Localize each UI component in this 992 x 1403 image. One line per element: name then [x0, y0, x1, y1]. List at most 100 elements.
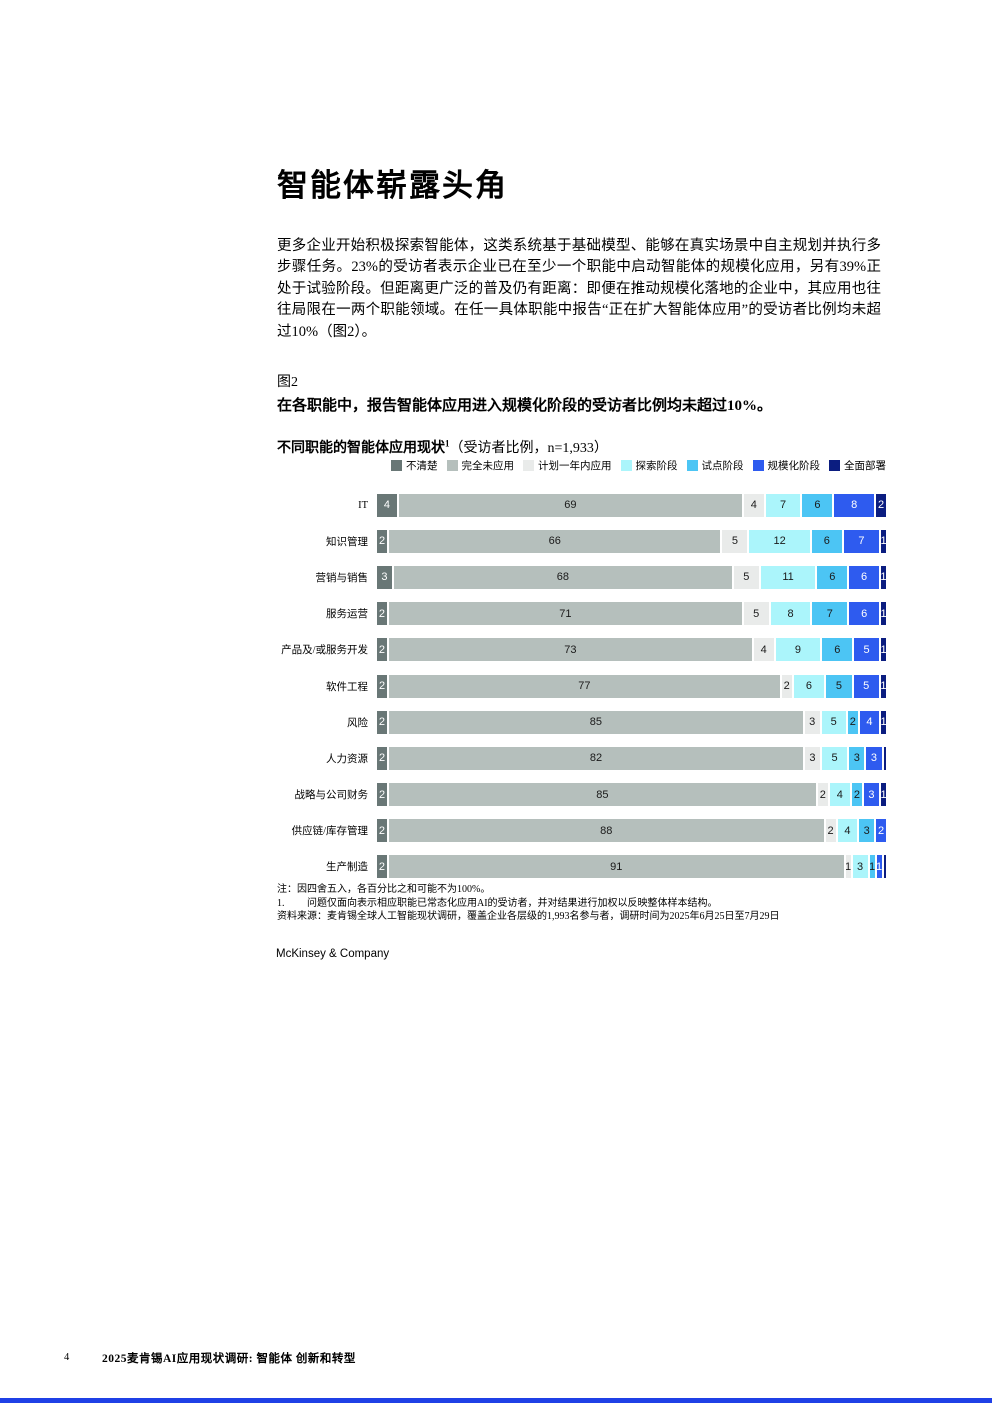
bar-segment: 2 — [847, 710, 858, 734]
bar-segment: 7 — [812, 602, 848, 626]
chart-row: 知识管理 2 66 5 12 6 7 1 — [277, 523, 886, 559]
bar-segment: 5 — [722, 529, 748, 553]
bar-segment: 4 — [837, 819, 858, 843]
legend-swatch-icon — [523, 460, 534, 471]
legend-item: 计划一年内应用 — [523, 458, 612, 473]
bar-segment: 6 — [817, 565, 848, 589]
bar-segment: 5 — [854, 638, 880, 662]
legend-label: 试点阶段 — [701, 461, 744, 472]
category-label: 战略与公司财务 — [294, 790, 369, 802]
bar-segment: 3 — [849, 746, 865, 770]
bar-segment: 1 — [881, 638, 886, 662]
chart-row: IT 4 69 4 7 6 8 2 — [277, 487, 886, 523]
page-number: 4 — [64, 1352, 70, 1363]
category-label: 生产制造 — [326, 862, 368, 874]
stacked-bar: 2 88 2 4 3 2 — [377, 819, 886, 843]
chart-row: 生产制造 2 91 1 3 1 1 — [277, 849, 887, 885]
legend-swatch-icon — [752, 460, 764, 471]
source-line: 资料来源：麦肯锡全球人工智能现状调研，覆盖企业各层级的1,993名参与者，调研时… — [277, 911, 780, 922]
bar-segment: 1 — [845, 855, 851, 879]
chart-row: 供应链/库存管理 2 88 2 4 3 2 — [277, 813, 886, 849]
bar-segment: 1 — [881, 565, 886, 589]
bar-segment: 1 — [880, 529, 886, 553]
legend-item: 不清楚 — [391, 458, 438, 473]
chart-title: 不同职能的智能体应用现状1（受访者比例，n=1,933） — [277, 437, 608, 457]
figure-label: 图2 — [277, 375, 298, 390]
legend-swatch-icon — [686, 460, 698, 471]
legend-label: 计划一年内应用 — [538, 461, 612, 472]
bar-segment: 4 — [743, 493, 764, 517]
legend-swatch-icon — [829, 460, 840, 471]
bar-segment: 1 — [876, 855, 882, 879]
bar-segment: 12 — [749, 529, 810, 553]
bar-segment: 6 — [811, 529, 842, 553]
bar-segment: 2 — [817, 783, 828, 807]
bar-segment: 7 — [843, 529, 879, 553]
category-label: 知识管理 — [326, 536, 368, 548]
bar-segment: 73 — [388, 638, 752, 662]
legend-item: 完全未应用 — [446, 458, 514, 473]
chart-row: 风险 2 85 3 5 2 4 1 — [277, 704, 887, 740]
legend-item: 试点阶段 — [686, 458, 744, 473]
bar-segment: 6 — [849, 565, 879, 589]
footnote-number: 1. — [277, 897, 285, 909]
bar-segment: 4 — [829, 783, 850, 807]
bar-segment: 2 — [781, 674, 792, 698]
chart-legend: 不清楚 完全未应用 计划一年内应用 探索阶段 试点阶段 规模化阶段 全面部署 — [277, 458, 886, 473]
stacked-bar: 2 77 2 6 5 5 1 — [377, 674, 886, 698]
page-title: 智能体崭露头角 — [277, 167, 508, 203]
bar-segment: 2 — [377, 638, 387, 662]
bar-segment: 6 — [802, 493, 833, 517]
bar-segment: 2 — [851, 783, 862, 807]
bar-segment: 3 — [377, 565, 392, 589]
mckinsey-wordmark: McKinsey & Company — [276, 948, 390, 960]
bar-segment: 1 — [881, 602, 886, 626]
chart-row: 服务运营 2 71 5 8 7 6 1 — [277, 596, 886, 632]
legend-label: 全面部署 — [844, 461, 886, 472]
bar-segment: 2 — [377, 674, 388, 698]
bar-segment: 1 — [869, 855, 875, 879]
bar-segment: 9 — [775, 638, 821, 662]
bar-segment: 3 — [866, 746, 882, 770]
bar-segment: 8 — [770, 602, 811, 626]
bar-segment: 3 — [859, 819, 875, 843]
bar-segment: 2 — [377, 710, 387, 734]
chart-row: 战略与公司财务 2 85 2 4 2 3 1 — [277, 777, 887, 813]
bar-segment: 2 — [377, 602, 387, 626]
bar-segment: 85 — [389, 783, 816, 807]
stacked-bar: 2 82 3 5 3 3 — [377, 746, 887, 770]
bar-segment: 2 — [377, 855, 387, 879]
bar-segment: 66 — [389, 529, 721, 553]
bar-segment: 82 — [389, 746, 803, 770]
bar-segment: 8 — [834, 493, 875, 517]
bar-segment: 5 — [826, 674, 852, 698]
stacked-bar: 2 85 2 4 2 3 1 — [377, 783, 887, 807]
bar-segment: 7 — [765, 493, 801, 517]
bar-segment: 5 — [853, 674, 879, 698]
figure-notes: 注：因四舍五入，各百分比之和可能不为100%。 1. 问题仅面向表示相应职能已常… — [277, 883, 917, 924]
footnote-text: 问题仅面向表示相应职能已常态化应用AI的受访者，并对结果进行加权以反映整体样本结… — [307, 897, 718, 909]
footer-doc-title: 2025麦肯锡AI应用现状调研: 智能体 创新和转型 — [102, 1353, 356, 1365]
bar-segment: 3 — [804, 710, 820, 734]
stacked-bar: 2 91 1 3 1 1 — [377, 855, 887, 879]
bar-segment: 6 — [849, 602, 880, 626]
category-label: IT — [358, 499, 368, 511]
bar-segment: 2 — [377, 746, 388, 770]
bar-segment: 5 — [821, 710, 846, 734]
bar-segment: 1 — [880, 674, 886, 698]
bar-segment: 1 — [881, 783, 887, 807]
page-bottom-rule — [0, 1398, 992, 1403]
legend-item: 探索阶段 — [620, 458, 678, 473]
legend-swatch-icon — [620, 460, 632, 471]
bar-segment: 4 — [753, 638, 774, 662]
chart-title-unit: （受访者比例，n=1,933） — [449, 441, 608, 456]
bar-segment: 2 — [377, 819, 387, 843]
legend-label: 探索阶段 — [635, 461, 678, 472]
bar-segment: 4 — [377, 493, 397, 517]
stacked-bar: 3 68 5 11 6 6 1 — [377, 565, 886, 589]
bar-segment: 68 — [393, 565, 732, 589]
category-label: 软件工程 — [326, 681, 368, 693]
legend-swatch-icon — [446, 460, 458, 471]
bar-segment: 69 — [398, 493, 742, 517]
